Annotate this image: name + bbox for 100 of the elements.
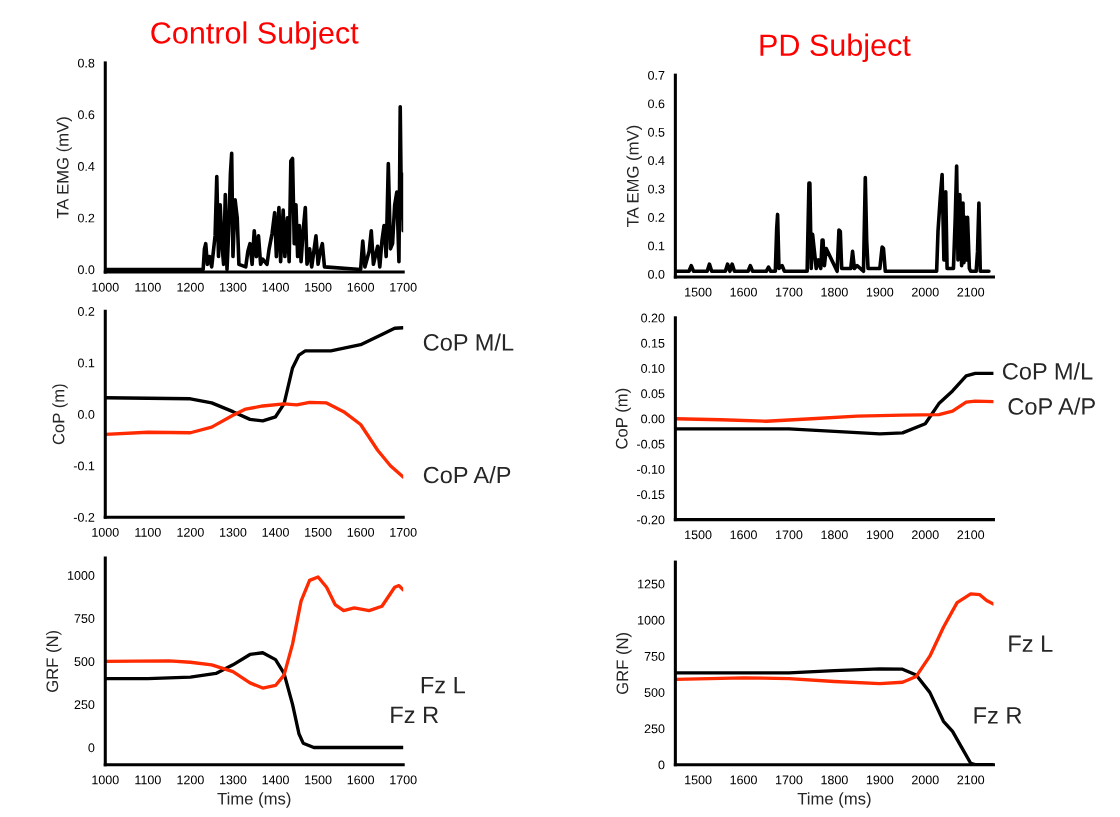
y-tick-label: 0.5	[648, 127, 665, 137]
x-tick-label: 1600	[730, 775, 757, 785]
x-tick-label: 1500	[685, 287, 712, 297]
y-tick-label: 250	[644, 724, 665, 734]
y-tick-label: 0.3	[648, 184, 665, 194]
x-tick-label: 1700	[390, 282, 417, 292]
series-label: Fz R	[391, 706, 439, 724]
x-tick-label: 1100	[135, 282, 161, 292]
y-tick-label: 750	[644, 651, 665, 661]
y-tick-label: 0.8	[77, 58, 95, 68]
x-tick-label: 1600	[730, 287, 757, 297]
y-tick-label: -0.15	[637, 490, 665, 500]
x-tick-label: 1600	[347, 775, 375, 785]
series-label: CoP A/P	[423, 466, 511, 484]
x-tick-label: 1300	[220, 775, 247, 785]
x-tick-label: 1600	[347, 527, 375, 537]
y-tick-label: 0.1	[648, 241, 665, 251]
y-tick-label: 0.6	[648, 99, 665, 109]
y-tick-label: 750	[74, 614, 95, 623]
x-tick-label: 1200	[177, 527, 204, 537]
y-tick-label: -0.10	[637, 464, 665, 474]
x-tick-label: 1500	[305, 527, 332, 537]
y-tick-label: 0.05	[641, 389, 665, 399]
x-tick-label: 1400	[262, 527, 289, 537]
y-tick-label: 500	[644, 688, 665, 697]
chart-title: PD Subject	[760, 33, 911, 63]
x-tick-label: 2100	[957, 775, 985, 785]
y-tick-label: 0.0	[648, 269, 665, 279]
y-tick-label: 0.1	[77, 358, 95, 368]
y-tick-label: 250	[74, 700, 95, 710]
y-axis-title: CoP (m)	[615, 388, 631, 449]
x-tick-label: 1200	[177, 282, 204, 292]
x-tick-label: 1000	[92, 527, 119, 537]
chart-title: Control Subject	[151, 21, 359, 50]
y-axis-title: TA EMG (mV)	[56, 117, 72, 219]
x-tick-label: 1600	[730, 530, 757, 540]
x-tick-label: 1300	[220, 527, 247, 537]
y-tick-label: -0.05	[637, 439, 665, 449]
x-tick-label: 1800	[821, 530, 848, 540]
y-tick-label: 0.2	[77, 307, 95, 316]
x-tick-label: 2100	[957, 530, 985, 540]
y-tick-label: -0.1	[73, 461, 95, 471]
y-tick-label: 0.15	[641, 338, 665, 348]
x-tick-label: 1500	[685, 775, 712, 785]
x-tick-label: 1700	[390, 775, 417, 785]
x-tick-label: 1400	[262, 775, 289, 785]
y-axis-title: GRF (N)	[616, 632, 632, 695]
x-tick-label: 1300	[220, 282, 247, 292]
x-tick-label: 1000	[92, 282, 119, 292]
x-tick-label: 1700	[390, 527, 417, 537]
line-series	[105, 575, 404, 690]
x-tick-label: 1800	[821, 775, 848, 785]
y-tick-label: 500	[74, 657, 95, 667]
series-label: Fz L	[1009, 635, 1053, 652]
series-label: CoP M/L	[1002, 362, 1093, 380]
x-tick-label: 1400	[262, 282, 289, 292]
y-axis-title: TA EMG (mV)	[626, 125, 642, 227]
y-tick-label: 0.00	[641, 414, 665, 424]
x-tick-label: 1700	[776, 530, 803, 540]
x-tick-label: 1500	[305, 775, 332, 785]
x-tick-label: 1000	[92, 775, 119, 785]
series-label: CoP M/L	[423, 333, 514, 351]
y-tick-label: 0.2	[648, 213, 665, 222]
y-axis-title: GRF (N)	[45, 630, 62, 692]
y-tick-label: 1000	[638, 615, 665, 625]
y-tick-label: 0	[658, 760, 665, 770]
x-tick-label: 2000	[912, 530, 939, 540]
x-tick-label: 1100	[135, 527, 161, 537]
text: Fz L	[421, 676, 465, 694]
x-tick-label: 1600	[347, 282, 375, 292]
line-series	[675, 399, 994, 423]
y-tick-label: 1000	[68, 571, 95, 580]
x-tick-label: 1900	[866, 775, 894, 785]
y-tick-label: 0.4	[77, 161, 95, 171]
y-tick-label: 0.4	[648, 156, 665, 166]
y-tick-label: 1250	[638, 579, 665, 589]
x-tick-label: 2000	[912, 287, 939, 297]
x-tick-label: 1700	[776, 775, 803, 785]
x-tick-label: 1100	[135, 775, 161, 785]
line-series	[675, 592, 994, 686]
x-tick-label: 1800	[821, 287, 848, 297]
y-tick-label: 0.20	[641, 313, 665, 323]
y-tick-label: -0.2	[73, 512, 95, 522]
line-series	[105, 400, 404, 479]
y-tick-label: 0.2	[77, 213, 95, 223]
x-tick-label: 1700	[776, 287, 803, 297]
series-label: CoP A/P	[1008, 397, 1095, 415]
series-label: Fz R	[974, 707, 1022, 724]
x-tick-label: 1900	[866, 530, 894, 540]
x-tick-label: 1500	[685, 530, 712, 540]
x-tick-label: 2000	[912, 775, 939, 785]
x-tick-label: 1500	[305, 282, 332, 292]
x-axis-title: Time (ms)	[217, 792, 291, 808]
y-tick-label: 0	[88, 743, 95, 753]
y-tick-label: 0.0	[77, 410, 95, 419]
y-tick-label: 0.0	[77, 265, 95, 275]
x-tick-label: 2100	[957, 287, 985, 297]
y-tick-label: 0.7	[648, 70, 665, 80]
y-tick-label: 0.10	[641, 364, 665, 373]
y-axis-title: CoP (m)	[52, 384, 68, 445]
